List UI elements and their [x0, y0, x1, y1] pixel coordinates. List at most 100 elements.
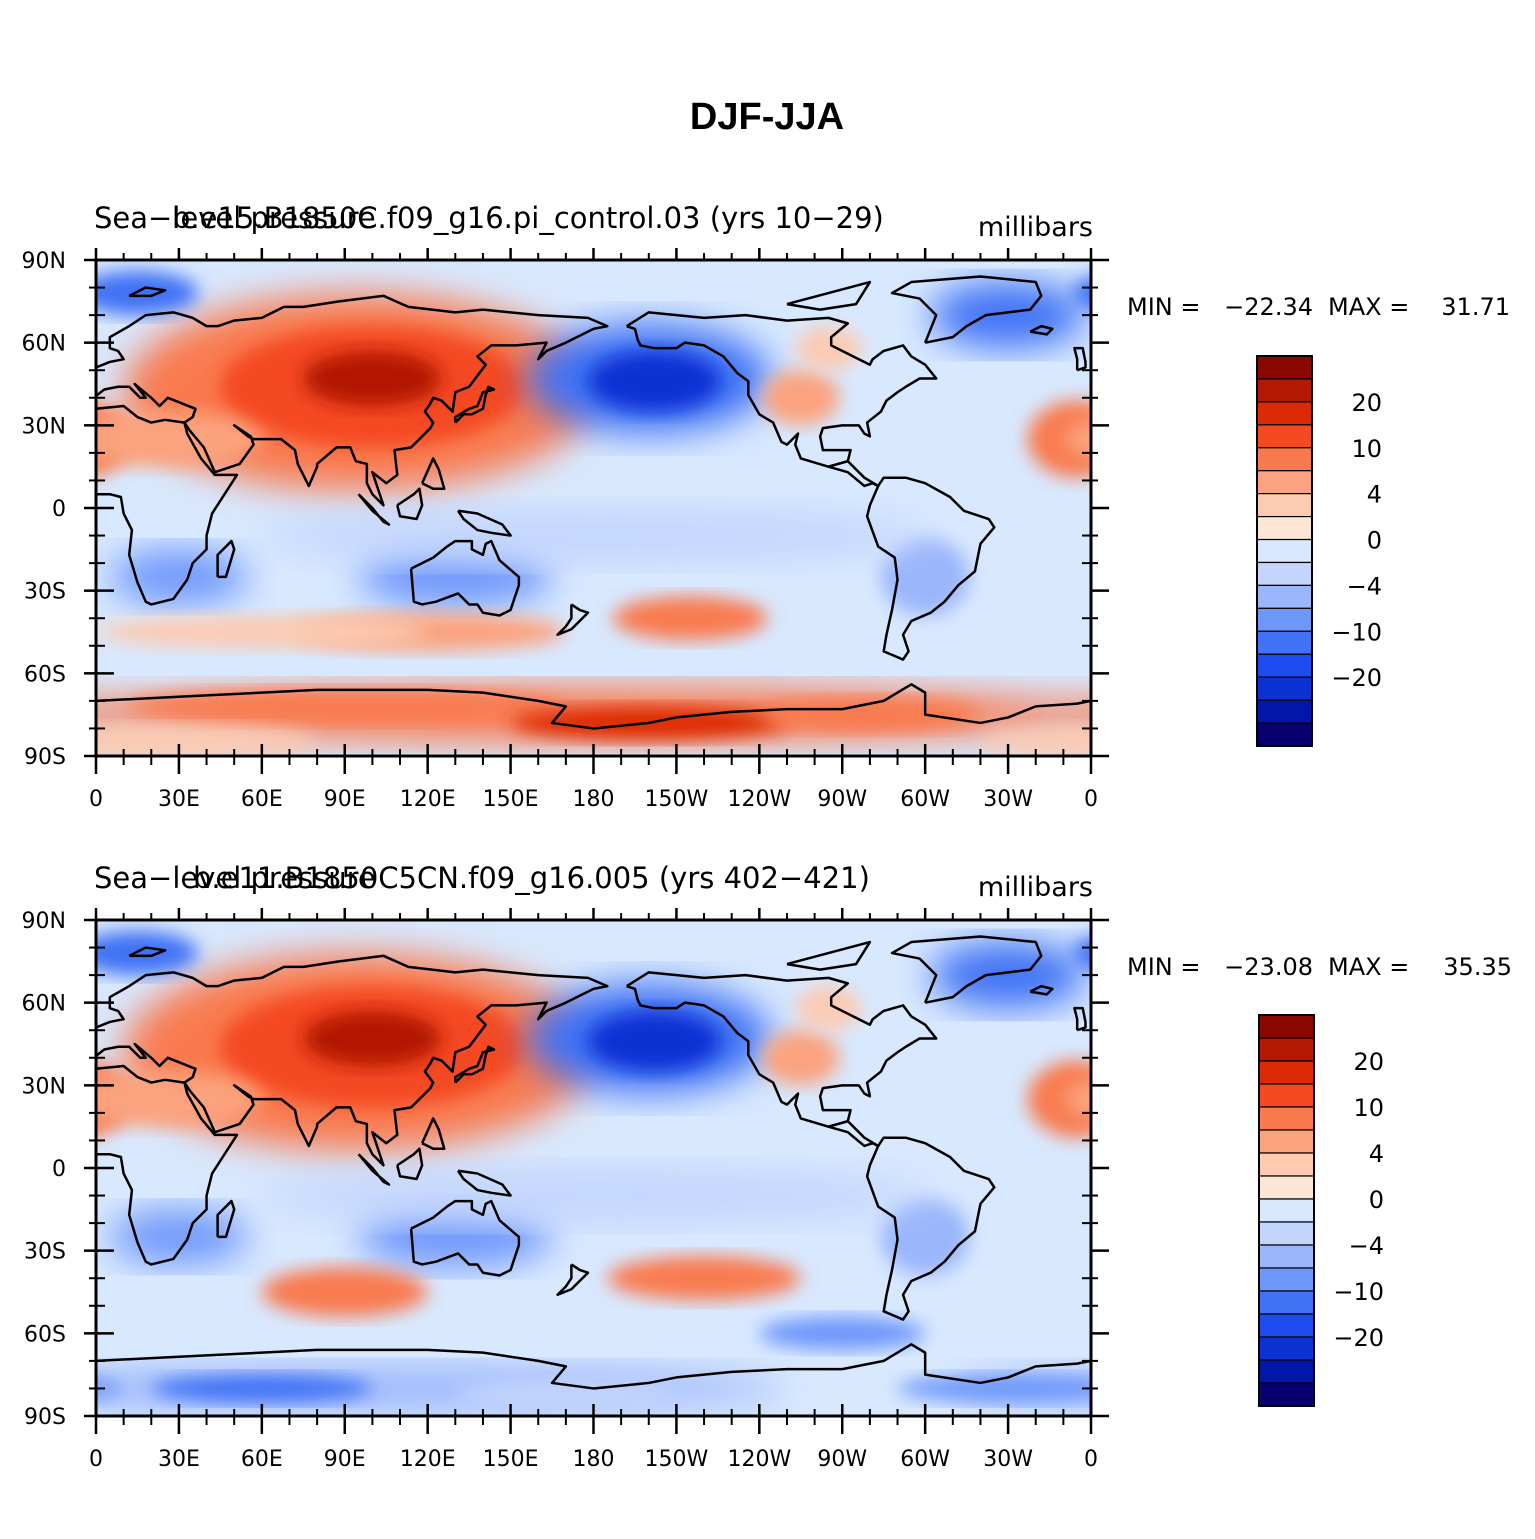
colorbar-swatch [1256, 653, 1313, 678]
lon-tick-label: 60E [241, 1447, 283, 1472]
lon-tick-label: 150E [483, 787, 539, 812]
colorbar-frame [1258, 1014, 1315, 1407]
panel-bottom-coastlines [96, 935, 1091, 1390]
pressure-anomaly-region [1071, 276, 1091, 310]
colorbar-tick-label: 10 [1353, 1094, 1384, 1122]
lat-tick-label: 30N [22, 1074, 66, 1099]
coastline-new-zealand [556, 1263, 590, 1297]
panel-bottom-min-value: −23.08 [1224, 953, 1313, 981]
colorbar-swatch [1256, 699, 1313, 724]
lat-tick-label: 90N [22, 249, 66, 274]
coastline-madagascar [216, 1199, 236, 1239]
lon-tick-label: 60W [900, 1447, 950, 1472]
coastline-arctic-islands [786, 940, 872, 971]
coastline-borneo [396, 1147, 424, 1181]
pressure-anomaly-region [1071, 936, 1091, 970]
coastline-britain [1073, 346, 1087, 372]
coastline-svalbard [128, 286, 167, 298]
lon-tick-label: 0 [1084, 787, 1098, 812]
coastline-greenland [890, 275, 1043, 344]
pressure-anomaly-region [762, 370, 840, 426]
lon-tick-label: 30E [158, 787, 200, 812]
panel-bottom-left-title-a: Sea−level pressure [94, 861, 376, 895]
panel-top-pressure-field [96, 271, 1091, 756]
colorbar-swatch [1256, 561, 1313, 587]
coastline-south-america [865, 1136, 996, 1321]
pressure-anomaly-region [795, 326, 862, 371]
panel-bottom-pressure-field [96, 931, 1091, 1411]
coastline-greenland [890, 935, 1043, 1004]
lat-tick-label: 60S [24, 1322, 66, 1347]
lat-tick-label: 0 [52, 1157, 66, 1182]
lon-tick-label: 90W [817, 1447, 867, 1472]
lon-tick-label: 180 [573, 1447, 615, 1472]
colorbar-frame [1256, 355, 1313, 747]
lon-tick-label: 120E [400, 1447, 456, 1472]
coastline-australia [409, 1199, 521, 1277]
coastline-sumatra [357, 1153, 391, 1186]
colorbar-tick-label: 0 [1367, 527, 1382, 555]
pressure-anomaly-region [109, 1209, 249, 1265]
colorbar-swatch [1256, 607, 1313, 632]
panel-top-axes: 90N 60N 30N 0 30S 60S 90S 0 30E 60E 90E 120E 150E 180… [22, 248, 1109, 812]
coastline-central-america [828, 1119, 880, 1148]
colorbar-tick-label: 20 [1351, 389, 1382, 417]
pressure-anomaly-region [930, 942, 1086, 1009]
lat-tick-label: 30S [24, 1240, 66, 1265]
coastline-borneo [396, 487, 424, 521]
colorbar-swatch [1258, 1152, 1315, 1177]
pressure-anomaly-region [762, 1030, 840, 1086]
lon-tick-label: 0 [89, 1447, 103, 1472]
colorbar-swatch [1256, 470, 1313, 495]
pressure-anomaly-region [880, 1198, 970, 1276]
colorbar-swatch [1258, 1083, 1315, 1108]
coastline-madagascar [216, 539, 236, 579]
lat-tick-label: 60N [22, 332, 66, 357]
colorbar-tick-label: −10 [1331, 618, 1382, 646]
colorbar-swatch [1258, 1198, 1315, 1223]
coastline-antarctica [96, 683, 1091, 730]
pressure-anomaly-region [1063, 705, 1091, 724]
panel-bottom-min-label: MIN = [1127, 953, 1200, 981]
pressure-anomaly-region [96, 615, 428, 649]
pressure-anomaly-region [96, 1379, 124, 1398]
colorbar-swatch [1258, 1290, 1315, 1315]
colorbar-swatch [1258, 1175, 1315, 1200]
colorbar-swatch [1258, 1014, 1315, 1039]
colorbar-tick-label: −4 [1349, 1232, 1384, 1260]
colorbar-swatch [1258, 1359, 1315, 1384]
lat-tick-label: 30N [22, 414, 66, 439]
lat-tick-label: 60S [24, 662, 66, 687]
coastline-eurasia [96, 954, 609, 1167]
colorbar-swatch [1256, 630, 1313, 655]
colorbar-swatch [1258, 1129, 1315, 1154]
pressure-anomaly-region [587, 350, 721, 412]
pressure-anomaly-region [109, 549, 249, 605]
panel-bottom-colorbar: 20 10 4 0 −4 −10 −20 [1258, 1014, 1384, 1407]
lon-tick-label: 30W [983, 1447, 1033, 1472]
panel-bottom-left-title-b: b.e11.B1850C5CN.f09_g16.005 (yrs 402−421… [193, 861, 870, 895]
panel-top-max-value: 31.71 [1441, 293, 1510, 321]
colorbar-tick-label: −20 [1331, 664, 1382, 692]
panel-bottom: Sea−level pressure b.e11.B1850C5CN.f09_g… [22, 861, 1512, 1472]
colorbar-swatch [1258, 1267, 1315, 1292]
coastline-iceland [1029, 324, 1054, 336]
figure-title: DJF-JJA [690, 96, 844, 138]
pressure-anomaly-region [607, 1256, 801, 1301]
colorbar-swatch [1256, 676, 1313, 701]
pressure-anomaly-region [612, 596, 768, 641]
lon-tick-label: 120E [400, 787, 456, 812]
coastline-sumatra [357, 493, 391, 526]
colorbar-tick-label: 10 [1351, 435, 1382, 463]
lon-tick-label: 150W [645, 787, 709, 812]
lat-tick-label: 90S [24, 745, 66, 770]
pressure-anomaly-region [795, 986, 862, 1031]
coastline-antarctica [96, 1343, 1091, 1390]
lon-tick-label: 150E [483, 1447, 539, 1472]
coastline-africa [96, 1064, 239, 1266]
panel-bottom-axes: 90N 60N 30N 0 30S 60S 90S 0 30E 60E 90E 120E 150E 180… [22, 908, 1109, 1472]
lon-tick-label: 180 [573, 787, 615, 812]
coastline-arctic-islands [786, 280, 872, 311]
panel-top-colorbar: 20 10 4 0 −4 −10 −20 [1256, 355, 1382, 747]
panel-top: Sea−level pressure b.e15.B1850C.f09_g16.… [22, 201, 1510, 812]
